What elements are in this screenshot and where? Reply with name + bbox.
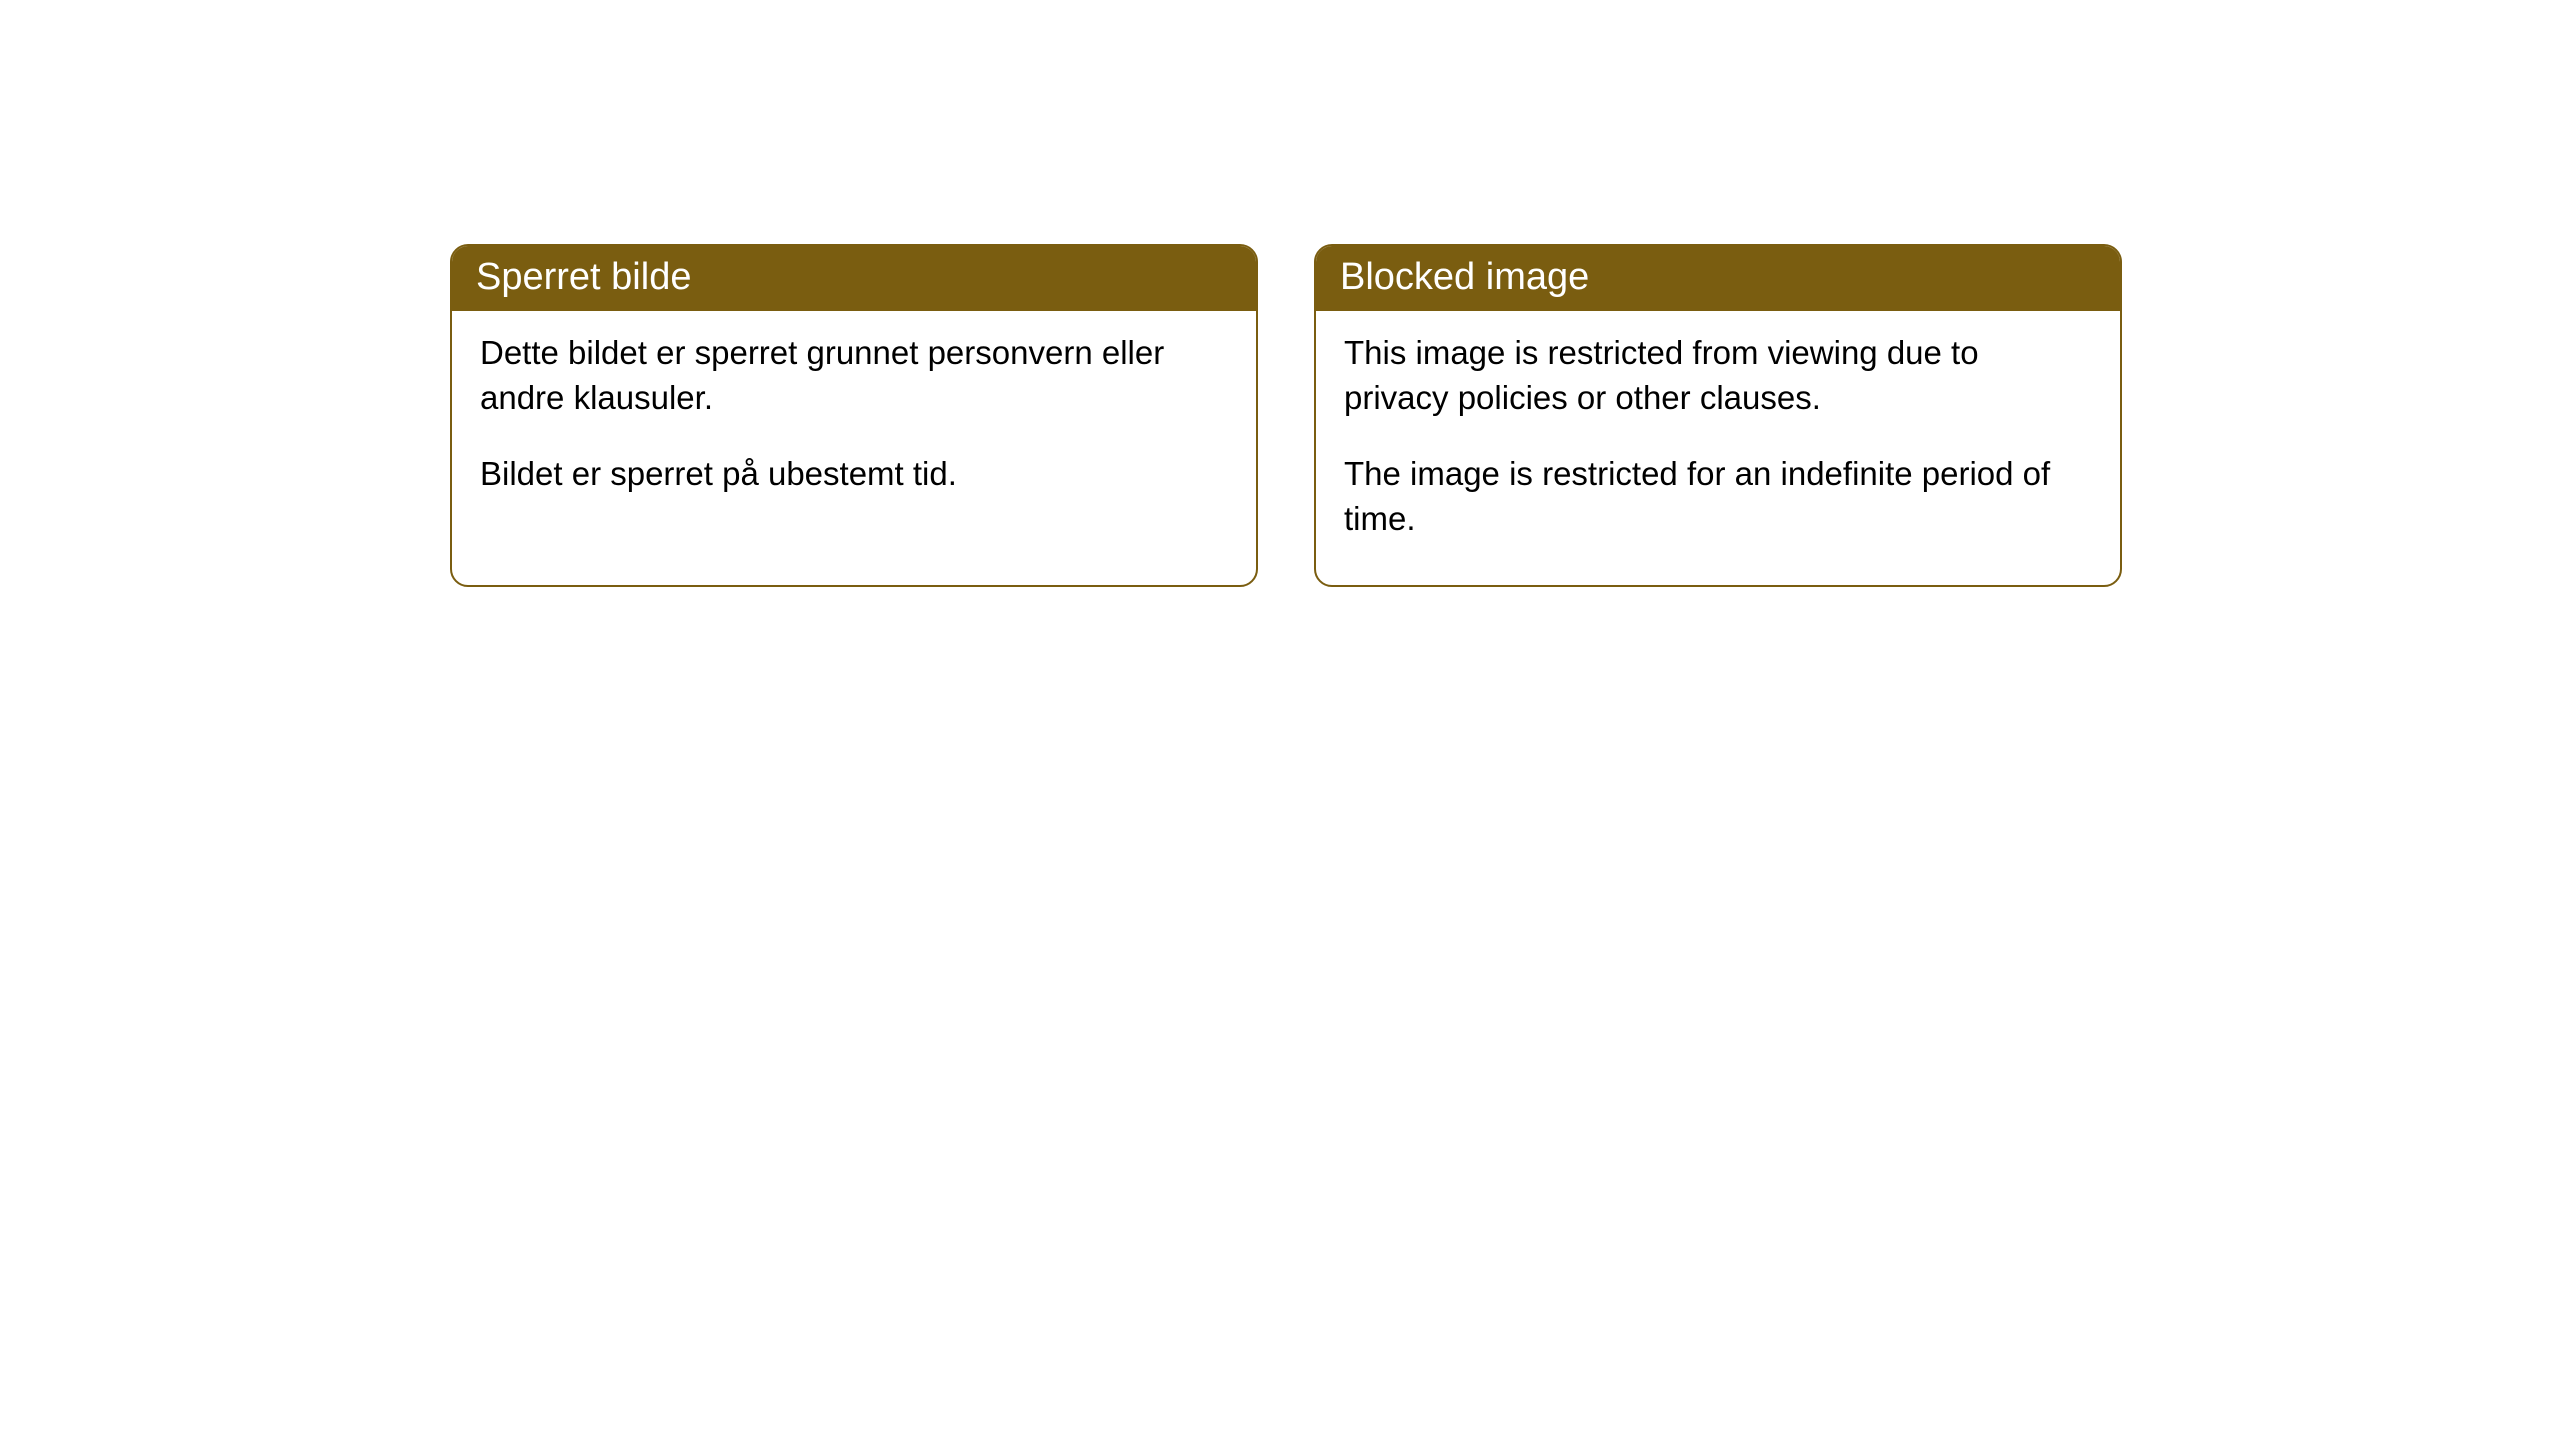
card-body-english: This image is restricted from viewing du… [1316, 311, 2120, 585]
cards-container: Sperret bilde Dette bildet er sperret gr… [450, 244, 2122, 587]
blocked-image-card-english: Blocked image This image is restricted f… [1314, 244, 2122, 587]
card-header-english: Blocked image [1316, 246, 2120, 311]
card-paragraph-norwegian-1: Dette bildet er sperret grunnet personve… [480, 331, 1228, 420]
blocked-image-card-norwegian: Sperret bilde Dette bildet er sperret gr… [450, 244, 1258, 587]
card-header-norwegian: Sperret bilde [452, 246, 1256, 311]
card-paragraph-norwegian-2: Bildet er sperret på ubestemt tid. [480, 452, 1228, 497]
card-title-english: Blocked image [1340, 256, 1589, 298]
card-body-norwegian: Dette bildet er sperret grunnet personve… [452, 311, 1256, 541]
card-paragraph-english-2: The image is restricted for an indefinit… [1344, 452, 2092, 541]
card-paragraph-english-1: This image is restricted from viewing du… [1344, 331, 2092, 420]
card-title-norwegian: Sperret bilde [476, 256, 691, 298]
